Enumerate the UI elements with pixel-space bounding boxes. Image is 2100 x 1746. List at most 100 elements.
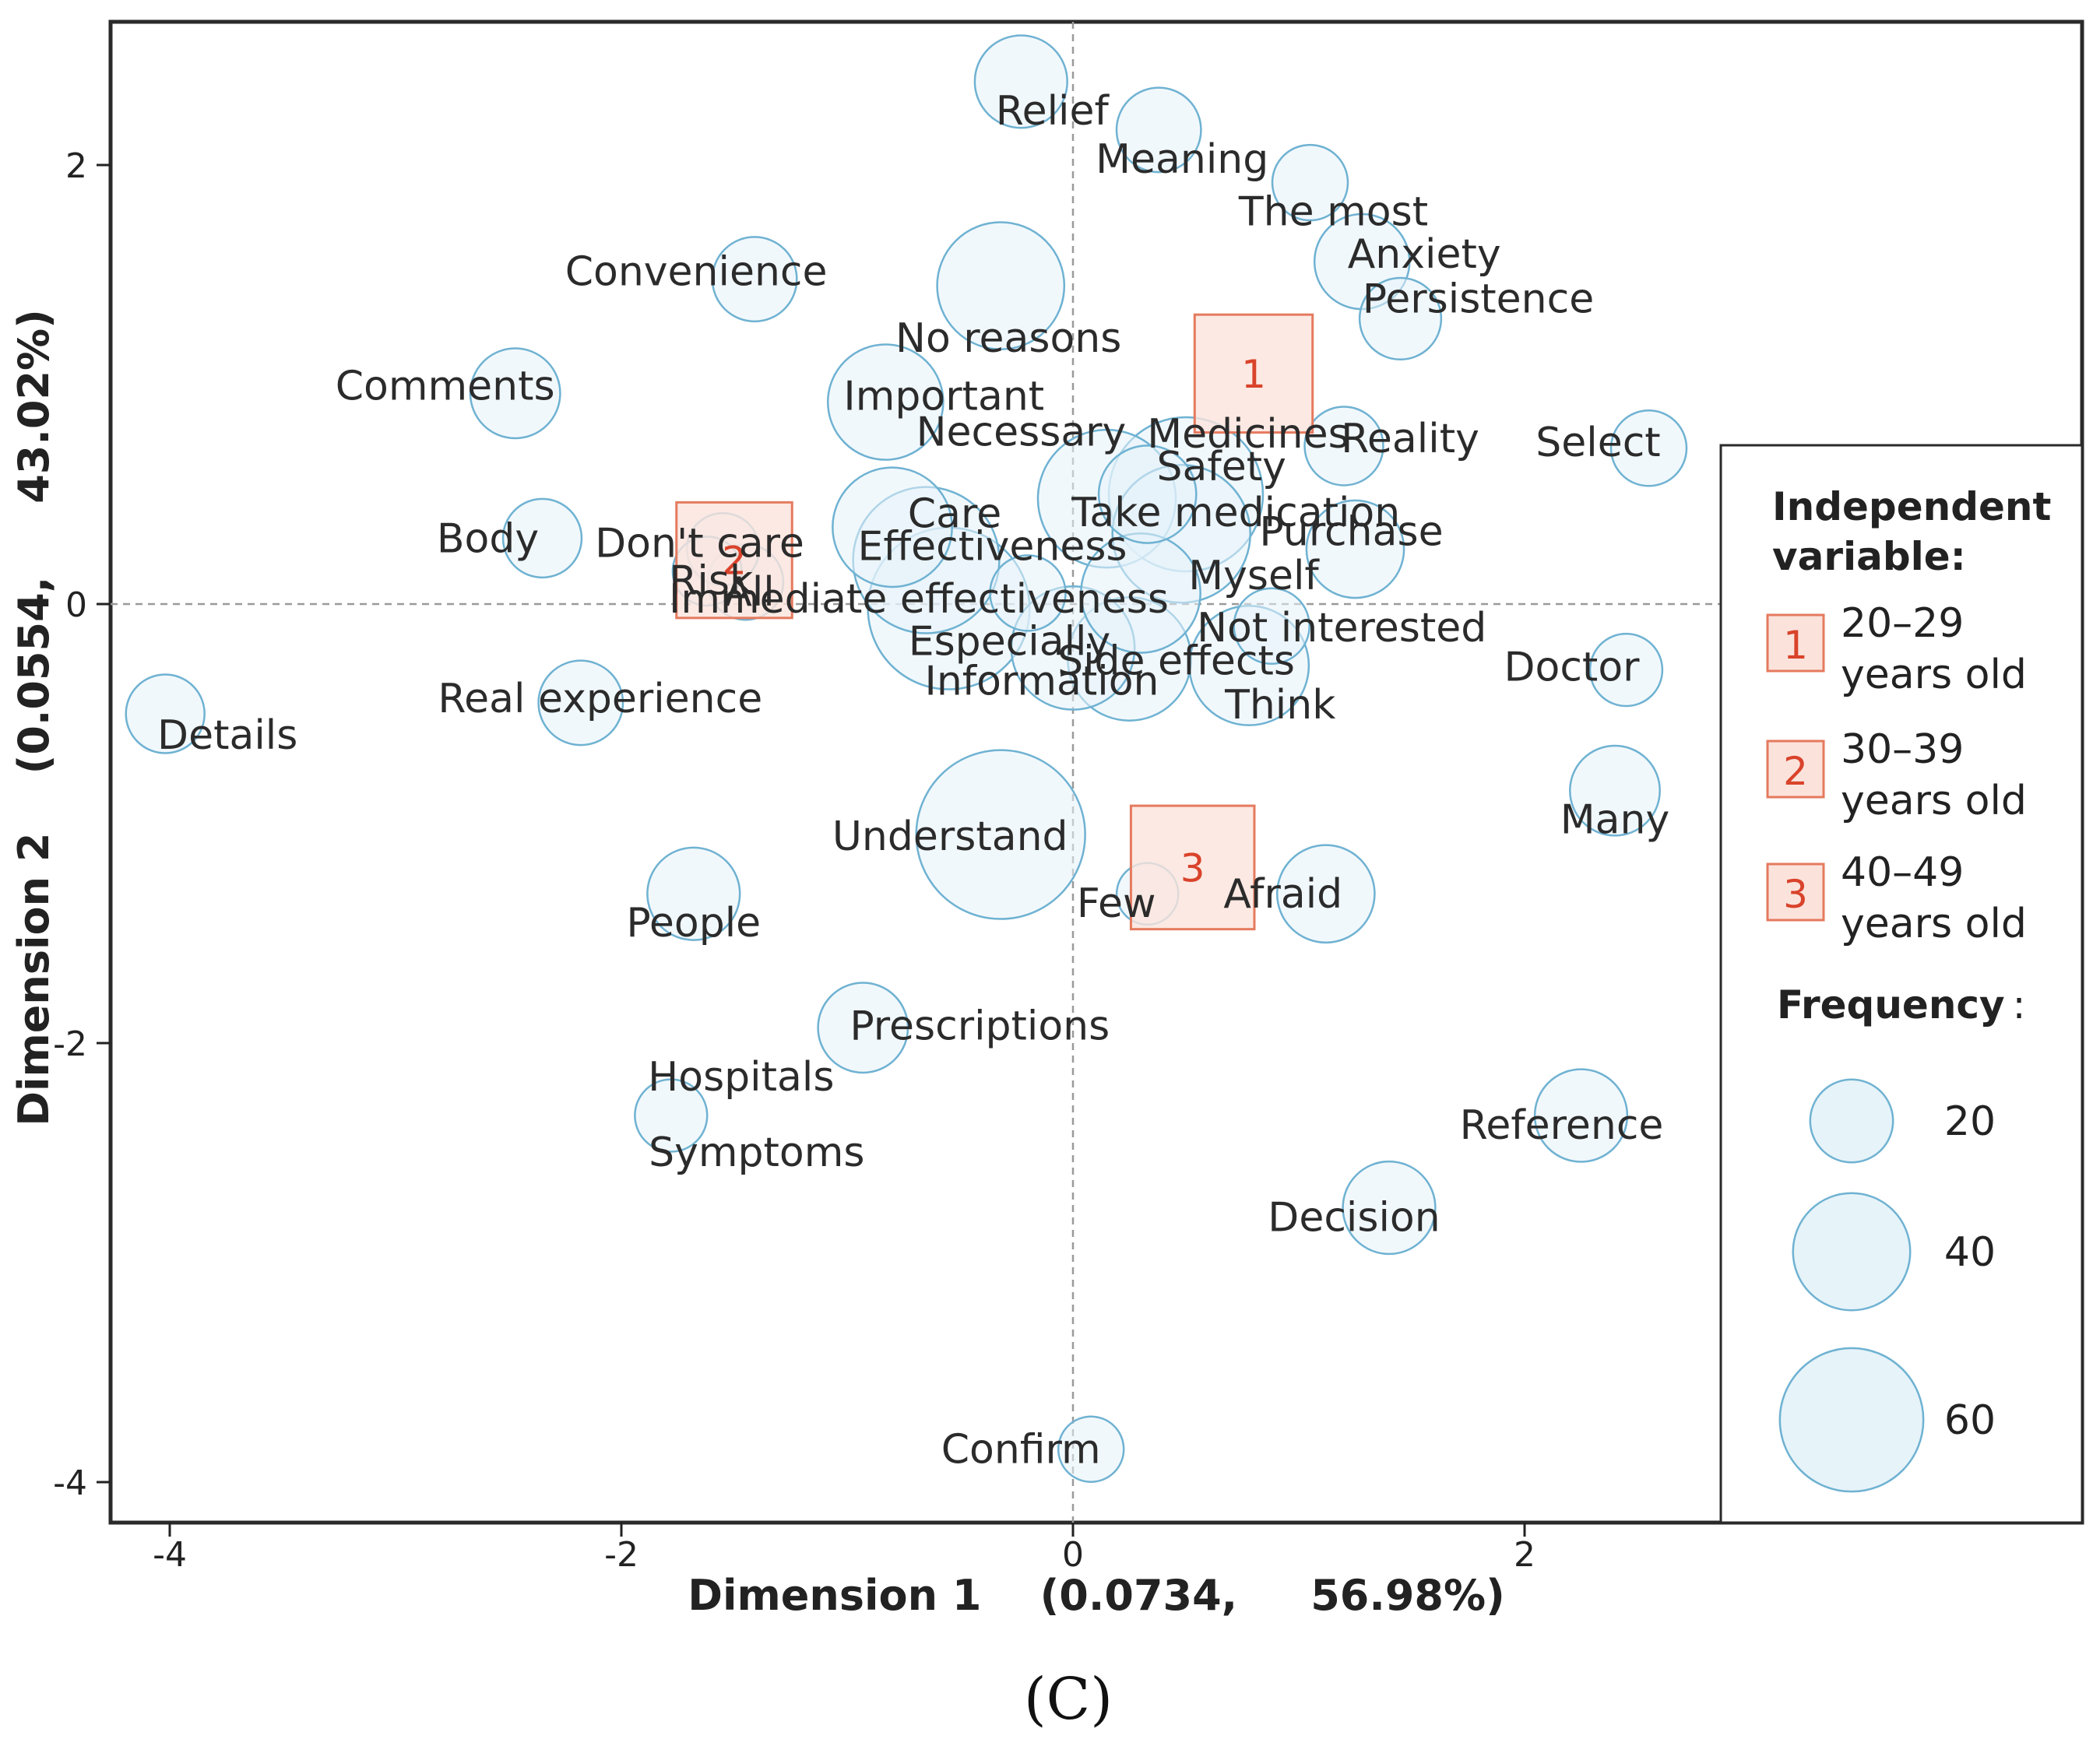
x-tick-label: 0 [1062,1535,1084,1575]
label-persistence: Persistence [1363,276,1594,322]
bubble-people [646,846,741,941]
group-markers: 1 2 3 [675,313,1314,931]
legend-size-label: 20 [1944,1098,1996,1145]
bubble-details [125,673,206,754]
label-real-experience: Real experience [438,676,762,722]
label-purchase: Purchase [1259,509,1443,556]
label-select: Select [1535,420,1660,466]
bubble-confirm [1057,1415,1125,1483]
label-few: Few [1077,880,1156,927]
x-tick-label: -4 [153,1535,187,1575]
label-information: Information [924,658,1159,704]
bubble-real-experience [537,659,624,747]
label-convenience: Convenience [565,249,828,296]
bubble-body [501,497,583,579]
label-hospitals: Hospitals [648,1054,834,1101]
label-effectiveness: Effectiveness [858,524,1127,571]
legend-swatch-number: 3 [1783,872,1808,917]
label-not-interested: Not interested [1197,605,1486,652]
label-anxiety: Anxiety [1348,231,1501,278]
group-marker-label-1: 1 [1241,352,1266,397]
legend-swatch-2 [1766,740,1825,799]
x-tick-label: 2 [1514,1535,1535,1575]
x-tick-label: -2 [604,1535,638,1575]
bubble-many [1569,744,1661,837]
legend-group-label-line1: 40–49 [1841,849,1964,896]
label-people: People [626,900,761,947]
y-axis-title: Dimension 2 (0.0554, 43.02%) [9,309,58,1126]
bubble-understand [915,749,1086,920]
label-understand: Understand [832,813,1068,860]
label-comments: Comments [336,363,555,409]
legend-group-items: 1 20–29 years old 2 30–39 years old 3 40–49 year… [1766,600,2027,947]
bubble-reference [1533,1068,1629,1163]
bubble-decision [1342,1160,1437,1256]
label-body: Body [437,515,539,562]
label-immediate-effectiveness: Immediate effectiveness [669,576,1169,623]
label-no-reasons: No reasons [895,315,1121,362]
legend-group-label-line1: 30–39 [1841,726,1964,773]
label-myself: Myself [1188,553,1320,599]
legend-size-circle-60 [1778,1347,1925,1493]
legend-size-circle-20 [1809,1078,1894,1164]
label-risk: Risk [669,558,753,605]
legend: Independent variable: 1 20–29 years old 2 30… [1719,444,2084,1524]
legend-group-label-line2: years old [1841,901,2027,947]
group-marker-label-3: 3 [1180,845,1205,891]
label-think: Think [1224,682,1335,729]
bubble-meaning [1115,86,1202,174]
group-marker-1 [1193,313,1314,434]
bubble-persistence [1358,276,1443,361]
label-safety: Safety [1157,444,1286,490]
legend-group-label-line2: years old [1841,652,2027,698]
bubble-the-most [1271,143,1349,222]
bubble-no-reasons [936,221,1066,350]
label-prescriptions: Prescriptions [849,1003,1110,1049]
bubble-comments [469,347,561,440]
legend-swatch-number: 2 [1783,749,1808,794]
legend-size-label: 40 [1944,1229,1996,1276]
y-tick-label: -2 [53,1024,87,1064]
label-decision: Decision [1268,1195,1440,1242]
group-marker-2 [675,501,793,620]
x-axis-title: Dimension 1 (0.0734, 56.98%) [688,1571,1505,1620]
bubble-immediate-effectiveness [989,554,1067,632]
bubble-hospitals [634,1078,709,1153]
label-side-effects: Side effects [1057,638,1295,685]
bubble-doctor [1588,632,1664,708]
label-the-most: The most [1238,189,1428,236]
legend-frequency-title: Frequency: [1777,982,2026,1028]
y-axis-ticks: 2 0 -2 -4 [53,146,111,1503]
legend-title-line1: Independent [1772,484,2051,529]
label-doctor: Doctor [1504,645,1640,691]
group-marker-3 [1129,804,1256,931]
legend-group-label-line1: 20–29 [1841,600,1964,647]
bubble-relief [973,34,1068,129]
label-meaning: Meaning [1096,136,1268,183]
legend-swatch-1 [1766,613,1825,673]
y-tick-label: 2 [65,146,87,186]
bubble-safety [1097,444,1198,544]
label-take-medication: Take medication [1071,490,1400,536]
legend-swatch-3 [1766,862,1825,922]
label-especially: Especially [909,619,1111,666]
legend-size-label: 60 [1944,1397,1996,1444]
label-reality: Reality [1341,416,1479,462]
label-confirm: Confirm [941,1427,1101,1474]
label-all: All [724,569,774,616]
bubble-important [826,343,944,461]
label-reference: Reference [1460,1102,1664,1149]
bubble-not-interested [1233,587,1310,665]
bubble-convenience [711,236,798,323]
label-necessary: Necessary [916,409,1127,456]
label-medicines: Medicines [1147,411,1349,458]
label-many: Many [1560,797,1669,844]
y-tick-label: 0 [65,585,87,625]
label-important: Important [843,374,1044,420]
bubble-purchase [1305,499,1405,599]
legend-size-circle-40 [1792,1192,1912,1312]
figure-caption: (C) [1024,1666,1113,1733]
bubble-care [832,466,953,588]
